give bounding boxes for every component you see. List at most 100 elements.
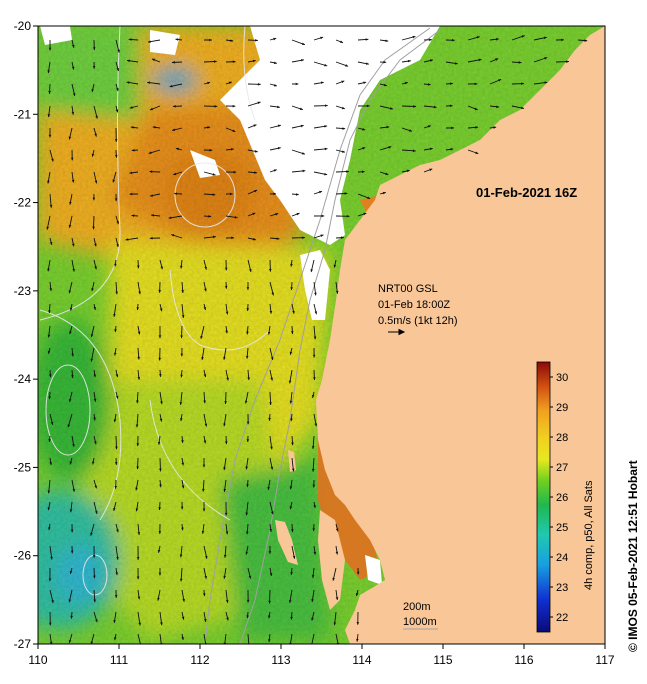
current-arrow bbox=[291, 236, 305, 239]
current-arrow bbox=[489, 58, 499, 63]
current-arrow bbox=[423, 125, 432, 129]
current-arrow bbox=[245, 501, 249, 516]
current-arrow bbox=[245, 347, 249, 359]
current-arrow bbox=[71, 105, 75, 115]
current-arrow bbox=[179, 567, 183, 582]
current-arrow bbox=[136, 259, 140, 269]
current-arrow bbox=[201, 347, 205, 360]
current-arrow bbox=[136, 567, 140, 580]
current-arrow bbox=[289, 347, 293, 355]
current-arrow bbox=[200, 325, 205, 339]
current-arrow bbox=[157, 589, 161, 601]
current-arrow bbox=[269, 237, 280, 240]
current-arrow bbox=[203, 413, 208, 427]
current-arrow bbox=[203, 259, 207, 270]
current-arrow bbox=[291, 149, 306, 155]
current-arrow bbox=[171, 127, 183, 132]
current-arrow bbox=[244, 391, 249, 404]
current-arrow bbox=[313, 413, 318, 427]
current-arrow bbox=[126, 59, 139, 63]
current-arrow bbox=[135, 413, 139, 428]
current-arrow bbox=[179, 545, 183, 558]
current-arrow bbox=[114, 457, 118, 465]
current-arrow bbox=[129, 192, 139, 196]
current-arrow bbox=[333, 259, 337, 268]
current-arrow bbox=[202, 501, 206, 512]
current-arrow bbox=[225, 127, 236, 133]
current-arrow bbox=[203, 303, 207, 311]
current-arrow bbox=[93, 501, 98, 514]
current-arrow bbox=[335, 589, 339, 601]
current-arrow bbox=[289, 479, 293, 490]
current-arrow bbox=[268, 545, 272, 554]
current-arrow bbox=[247, 633, 250, 644]
current-arrow bbox=[401, 81, 408, 85]
current-arrow bbox=[291, 193, 299, 196]
current-arrow bbox=[49, 281, 53, 292]
depth-legend-1000m: 1000m bbox=[403, 616, 437, 628]
colorbar-label: 4h comp, p50, All Sats bbox=[583, 480, 595, 590]
current-arrow bbox=[357, 127, 366, 131]
current-arrow bbox=[555, 60, 569, 63]
current-arrow bbox=[313, 281, 317, 296]
current-arrow bbox=[379, 83, 388, 87]
current-arrow bbox=[313, 234, 324, 239]
current-arrow bbox=[129, 171, 139, 175]
current-arrow bbox=[136, 303, 140, 311]
current-arrow bbox=[313, 501, 316, 509]
current-arrow bbox=[92, 215, 95, 230]
current-arrow bbox=[445, 61, 458, 65]
current-arrow bbox=[93, 127, 97, 137]
current-arrow bbox=[291, 212, 300, 217]
current-info-line2: 01-Feb 18:00Z bbox=[378, 299, 450, 311]
current-arrow bbox=[93, 391, 97, 402]
current-arrow bbox=[113, 413, 117, 423]
current-arrow bbox=[247, 237, 256, 241]
current-arrow bbox=[467, 126, 479, 129]
current-arrow bbox=[290, 567, 293, 575]
current-arrow bbox=[115, 39, 120, 53]
current-arrow bbox=[224, 435, 228, 445]
current-arrow bbox=[467, 82, 478, 86]
current-arrow bbox=[357, 38, 369, 41]
current-arrow bbox=[113, 347, 117, 356]
current-arrow bbox=[224, 391, 227, 405]
current-arrow bbox=[467, 58, 482, 63]
current-arrow bbox=[69, 193, 73, 205]
current-arrow bbox=[247, 259, 252, 273]
current-arrow bbox=[71, 347, 74, 357]
current-arrow bbox=[288, 369, 293, 384]
current-arrow bbox=[245, 545, 249, 555]
current-arrow bbox=[401, 105, 416, 108]
current-arrow bbox=[149, 105, 161, 111]
current-arrow bbox=[137, 611, 141, 626]
current-arrow bbox=[313, 303, 318, 315]
current-arrow bbox=[225, 148, 234, 151]
y-tick-label: -23 bbox=[14, 284, 32, 298]
current-arrow bbox=[511, 82, 524, 85]
current-arrow bbox=[335, 39, 344, 44]
current-arrow bbox=[47, 61, 51, 74]
current-arrow bbox=[203, 611, 207, 623]
current-arrow bbox=[67, 413, 73, 428]
current-arrow bbox=[115, 435, 118, 450]
current-arrow bbox=[71, 237, 75, 247]
current-arrow bbox=[225, 104, 236, 108]
current-arrow bbox=[311, 611, 315, 621]
current-arrow bbox=[335, 149, 346, 153]
current-arrow bbox=[423, 59, 434, 63]
current-arrow bbox=[93, 369, 97, 378]
current-arrow bbox=[114, 259, 117, 267]
current-arrow bbox=[203, 193, 216, 196]
current-arrow bbox=[269, 192, 277, 196]
colorbar bbox=[536, 361, 551, 633]
current-arrow bbox=[151, 214, 161, 217]
current-arrow bbox=[356, 611, 360, 625]
current-arrow bbox=[223, 479, 227, 492]
current-arrow bbox=[147, 39, 161, 43]
current-arrow bbox=[131, 149, 139, 152]
current-arrow bbox=[225, 325, 228, 334]
current-arrow bbox=[71, 171, 75, 183]
current-arrow bbox=[203, 81, 211, 85]
